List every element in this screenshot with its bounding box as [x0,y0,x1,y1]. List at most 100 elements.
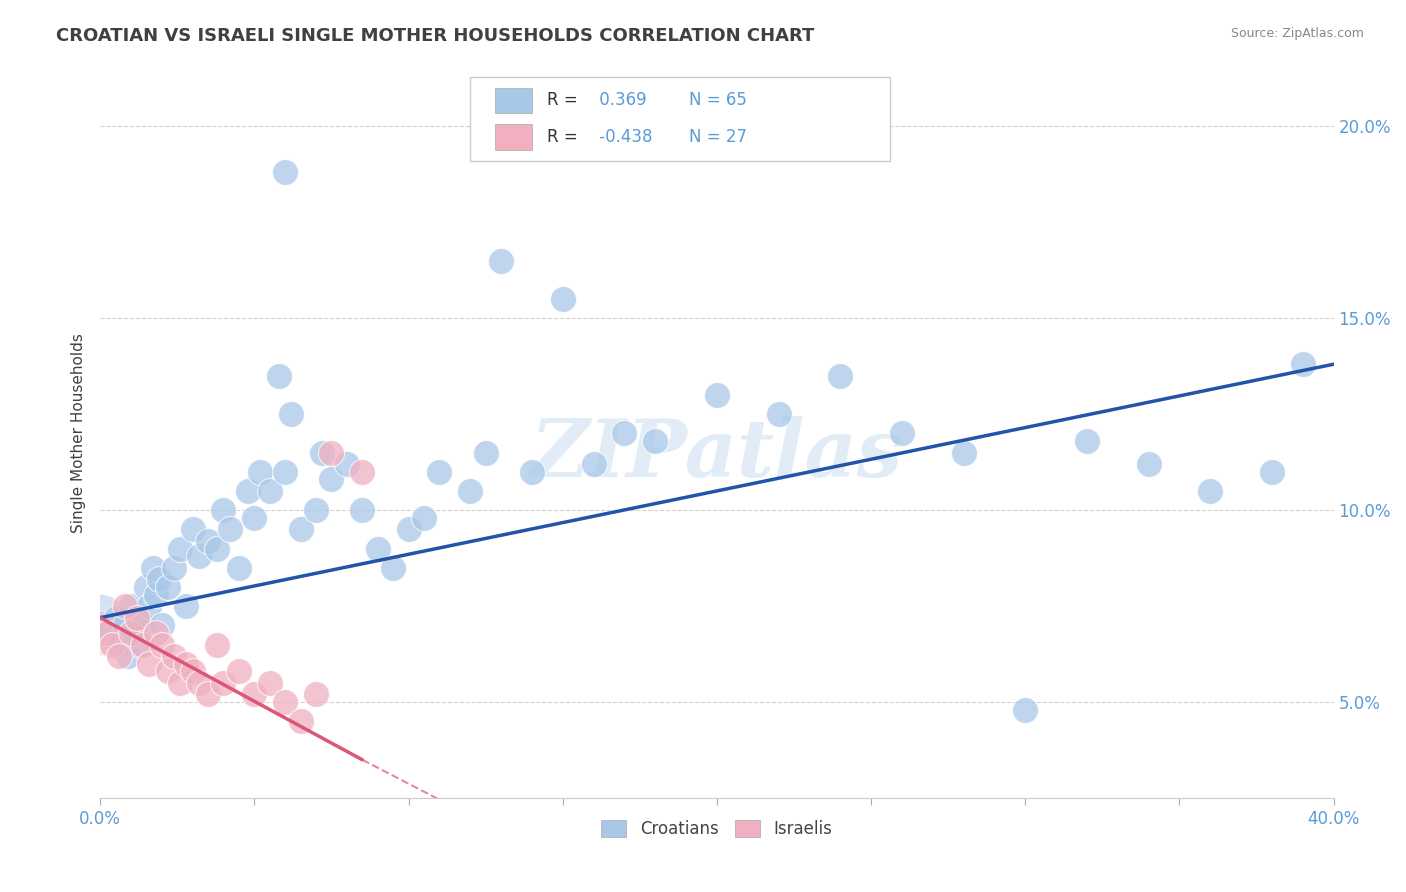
Point [352,503,374,517]
Point [228,560,250,574]
Point [156,665,179,679]
Text: ZIPatlas: ZIPatlas [531,417,903,494]
Point [582,457,605,471]
Point [142,560,165,574]
Point [114,599,136,614]
Point [135,580,157,594]
Point [207,638,229,652]
Point [1137,457,1160,471]
Point [98,626,121,640]
Point [104,610,127,624]
Text: R =: R = [547,128,578,146]
Point [132,618,155,632]
Point [243,511,266,525]
Point [267,368,290,383]
Text: N = 27: N = 27 [689,128,747,146]
Point [427,465,450,479]
Point [163,648,186,663]
Point [107,638,129,652]
Point [150,638,173,652]
Point [305,503,328,517]
Point [890,426,912,441]
Point [311,445,333,459]
Point [280,407,302,421]
Point [150,618,173,632]
Point [321,472,343,486]
Point [120,626,142,640]
Point [138,657,160,671]
Point [259,676,281,690]
Point [274,465,297,479]
Point [114,618,136,632]
Point [127,610,149,624]
Point [117,648,139,663]
Point [101,638,124,652]
Point [107,648,129,663]
Text: CROATIAN VS ISRAELI SINGLE MOTHER HOUSEHOLDS CORRELATION CHART: CROATIAN VS ISRAELI SINGLE MOTHER HOUSEH… [56,27,814,45]
Point [398,522,420,536]
Point [413,511,436,525]
Point [644,434,666,448]
Point [197,688,219,702]
Point [96,626,118,640]
Point [187,676,209,690]
Point [212,503,235,517]
Point [274,165,297,179]
Point [551,292,574,306]
Point [176,657,198,671]
Legend: Croatians, Israelis: Croatians, Israelis [595,813,839,845]
Point [197,533,219,548]
Point [1014,703,1036,717]
Point [145,626,167,640]
Point [249,465,271,479]
Point [212,676,235,690]
Point [145,588,167,602]
Point [352,465,374,479]
Point [489,253,512,268]
Point [181,522,204,536]
Point [169,676,191,690]
Point [187,549,209,564]
Point [228,665,250,679]
Point [1076,434,1098,448]
Point [458,483,481,498]
Point [127,610,149,624]
Point [952,445,974,459]
Point [163,560,186,574]
Point [236,483,259,498]
Point [120,599,142,614]
Point [89,610,111,624]
Text: -0.438: -0.438 [593,128,652,146]
Point [122,626,145,640]
Point [382,560,405,574]
Text: 0.369: 0.369 [593,91,647,110]
Point [218,522,240,536]
Point [274,695,297,709]
Point [138,599,160,614]
Point [830,368,852,383]
Point [169,541,191,556]
Y-axis label: Single Mother Households: Single Mother Households [72,334,86,533]
Point [290,714,312,729]
Text: Source: ZipAtlas.com: Source: ZipAtlas.com [1230,27,1364,40]
Point [129,638,152,652]
Point [156,580,179,594]
Point [132,638,155,652]
Point [259,483,281,498]
Point [176,599,198,614]
Text: R =: R = [547,91,578,110]
Point [1261,465,1284,479]
FancyBboxPatch shape [495,124,531,150]
Point [243,688,266,702]
Point [367,541,389,556]
Text: N = 65: N = 65 [689,91,747,110]
FancyBboxPatch shape [495,87,531,113]
FancyBboxPatch shape [470,78,890,161]
Point [768,407,790,421]
Point [706,388,728,402]
Point [1199,483,1222,498]
Point [181,665,204,679]
Point [613,426,636,441]
Point [207,541,229,556]
Point [474,445,496,459]
